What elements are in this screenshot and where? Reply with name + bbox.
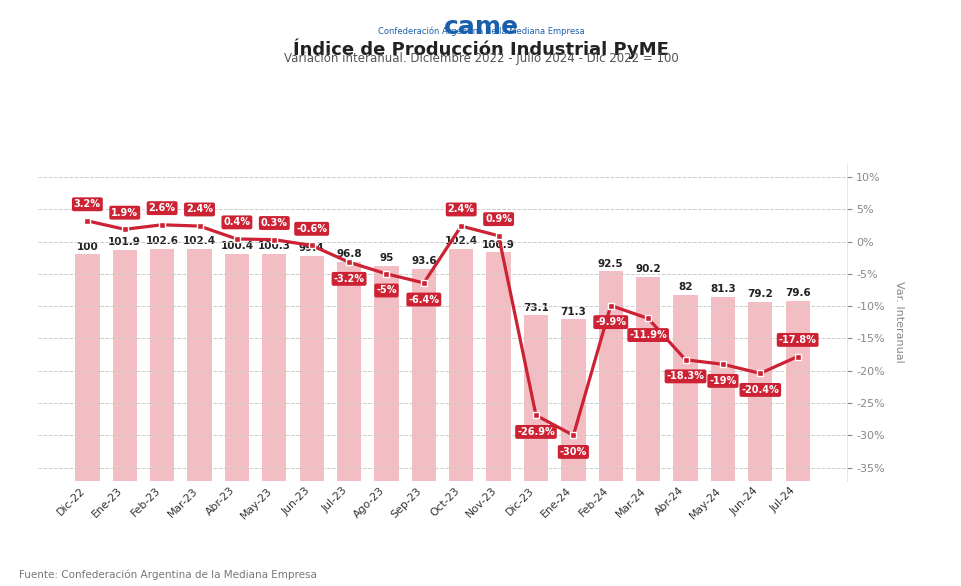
Bar — [187, 249, 211, 481]
Text: 81.3: 81.3 — [709, 284, 735, 294]
Text: -17.8%: -17.8% — [778, 335, 816, 345]
Text: -11.9%: -11.9% — [628, 330, 666, 340]
Text: 95: 95 — [379, 253, 393, 263]
Bar — [336, 262, 360, 481]
Bar — [374, 266, 398, 481]
Bar — [635, 277, 659, 481]
Text: -20.4%: -20.4% — [741, 385, 778, 395]
Text: 100.4: 100.4 — [220, 241, 253, 251]
Bar — [75, 254, 99, 481]
Text: came: came — [443, 15, 518, 39]
Text: Índice de Producción Industrial PyME: Índice de Producción Industrial PyME — [293, 38, 668, 59]
Bar — [411, 269, 435, 481]
Text: -3.2%: -3.2% — [333, 274, 364, 284]
Text: 92.5: 92.5 — [598, 259, 623, 269]
Text: Fuente: Confederación Argentina de la Mediana Empresa: Fuente: Confederación Argentina de la Me… — [19, 570, 317, 580]
Text: 0.3%: 0.3% — [260, 218, 287, 228]
Text: -5%: -5% — [376, 285, 396, 295]
Text: 102.6: 102.6 — [145, 236, 179, 246]
Text: Variación interanual. Diciembre 2022 - Julio 2024 - Dic 2022 = 100: Variación interanual. Diciembre 2022 - J… — [283, 52, 678, 64]
Text: Confederación Argentina de la Mediana Empresa: Confederación Argentina de la Mediana Em… — [378, 26, 583, 36]
Text: 2.6%: 2.6% — [149, 203, 176, 213]
Text: 71.3: 71.3 — [560, 306, 585, 316]
Text: 3.2%: 3.2% — [74, 199, 101, 209]
Bar — [112, 250, 136, 481]
Bar — [261, 254, 286, 481]
Text: 2.4%: 2.4% — [185, 205, 212, 214]
Text: 79.6: 79.6 — [784, 288, 810, 298]
Bar — [299, 256, 324, 481]
Bar — [560, 319, 585, 481]
Text: 99.4: 99.4 — [299, 243, 324, 253]
Text: 90.2: 90.2 — [634, 264, 660, 274]
Bar — [598, 271, 623, 481]
Bar — [710, 297, 734, 481]
Y-axis label: Var. Interanual: Var. Interanual — [894, 281, 903, 363]
Bar — [225, 254, 249, 481]
Text: 82: 82 — [678, 282, 692, 292]
Text: 0.9%: 0.9% — [484, 214, 511, 224]
Text: 96.8: 96.8 — [336, 249, 361, 259]
Text: 101.9: 101.9 — [109, 237, 141, 247]
Text: -30%: -30% — [559, 447, 586, 457]
Bar — [748, 302, 772, 481]
Text: -19%: -19% — [708, 376, 736, 386]
Bar — [785, 301, 809, 481]
Text: 73.1: 73.1 — [523, 302, 549, 312]
Bar — [673, 295, 697, 481]
Bar — [150, 248, 174, 481]
Text: 102.4: 102.4 — [183, 236, 216, 246]
Text: 102.4: 102.4 — [444, 236, 478, 246]
Text: 2.4%: 2.4% — [447, 205, 474, 214]
Text: 100.9: 100.9 — [481, 240, 514, 250]
Text: 100.3: 100.3 — [258, 241, 290, 251]
Text: -6.4%: -6.4% — [407, 295, 439, 305]
Bar — [449, 249, 473, 481]
Text: 100: 100 — [77, 242, 98, 252]
Text: 79.2: 79.2 — [747, 289, 773, 299]
Text: 0.4%: 0.4% — [223, 217, 250, 227]
Text: -0.6%: -0.6% — [296, 224, 327, 234]
Text: 1.9%: 1.9% — [111, 207, 138, 217]
Text: -26.9%: -26.9% — [517, 427, 554, 437]
Bar — [486, 253, 510, 481]
Bar — [524, 315, 548, 481]
Text: -9.9%: -9.9% — [595, 317, 626, 327]
Text: 93.6: 93.6 — [410, 256, 436, 266]
Text: -18.3%: -18.3% — [666, 372, 703, 381]
